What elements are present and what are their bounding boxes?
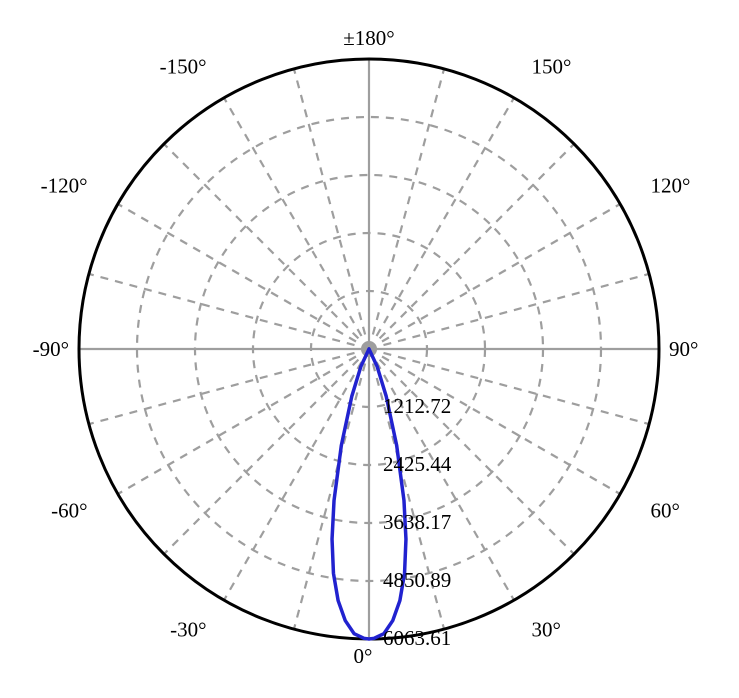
radial-tick-label: 3638.17 xyxy=(383,510,451,534)
angle-tick-label: -60° xyxy=(51,499,87,523)
polar-chart: 1212.72 2425.44 3638.17 4850.89 6063.61 0° 30°… xyxy=(0,0,739,698)
angle-tick-label: 60° xyxy=(650,499,679,523)
radial-tick-label: 1212.72 xyxy=(383,394,451,418)
angle-tick-label: 30° xyxy=(532,617,561,641)
radial-tick-label: 2425.44 xyxy=(383,452,452,476)
angle-tick-label: ±180° xyxy=(343,26,394,50)
angle-tick-label: 120° xyxy=(650,174,690,198)
angle-tick-label: 150° xyxy=(532,55,572,79)
angle-tick-label: 90° xyxy=(669,337,698,361)
angle-tick-label: 0° xyxy=(354,644,373,668)
angle-tick-label: -150° xyxy=(160,55,207,79)
angle-tick-label: -90° xyxy=(33,337,69,361)
angle-tick-label: -30° xyxy=(170,617,206,641)
angle-tick-label: -120° xyxy=(41,174,88,198)
radial-tick-label: 4850.89 xyxy=(383,568,451,592)
radial-tick-label: 6063.61 xyxy=(383,626,451,650)
